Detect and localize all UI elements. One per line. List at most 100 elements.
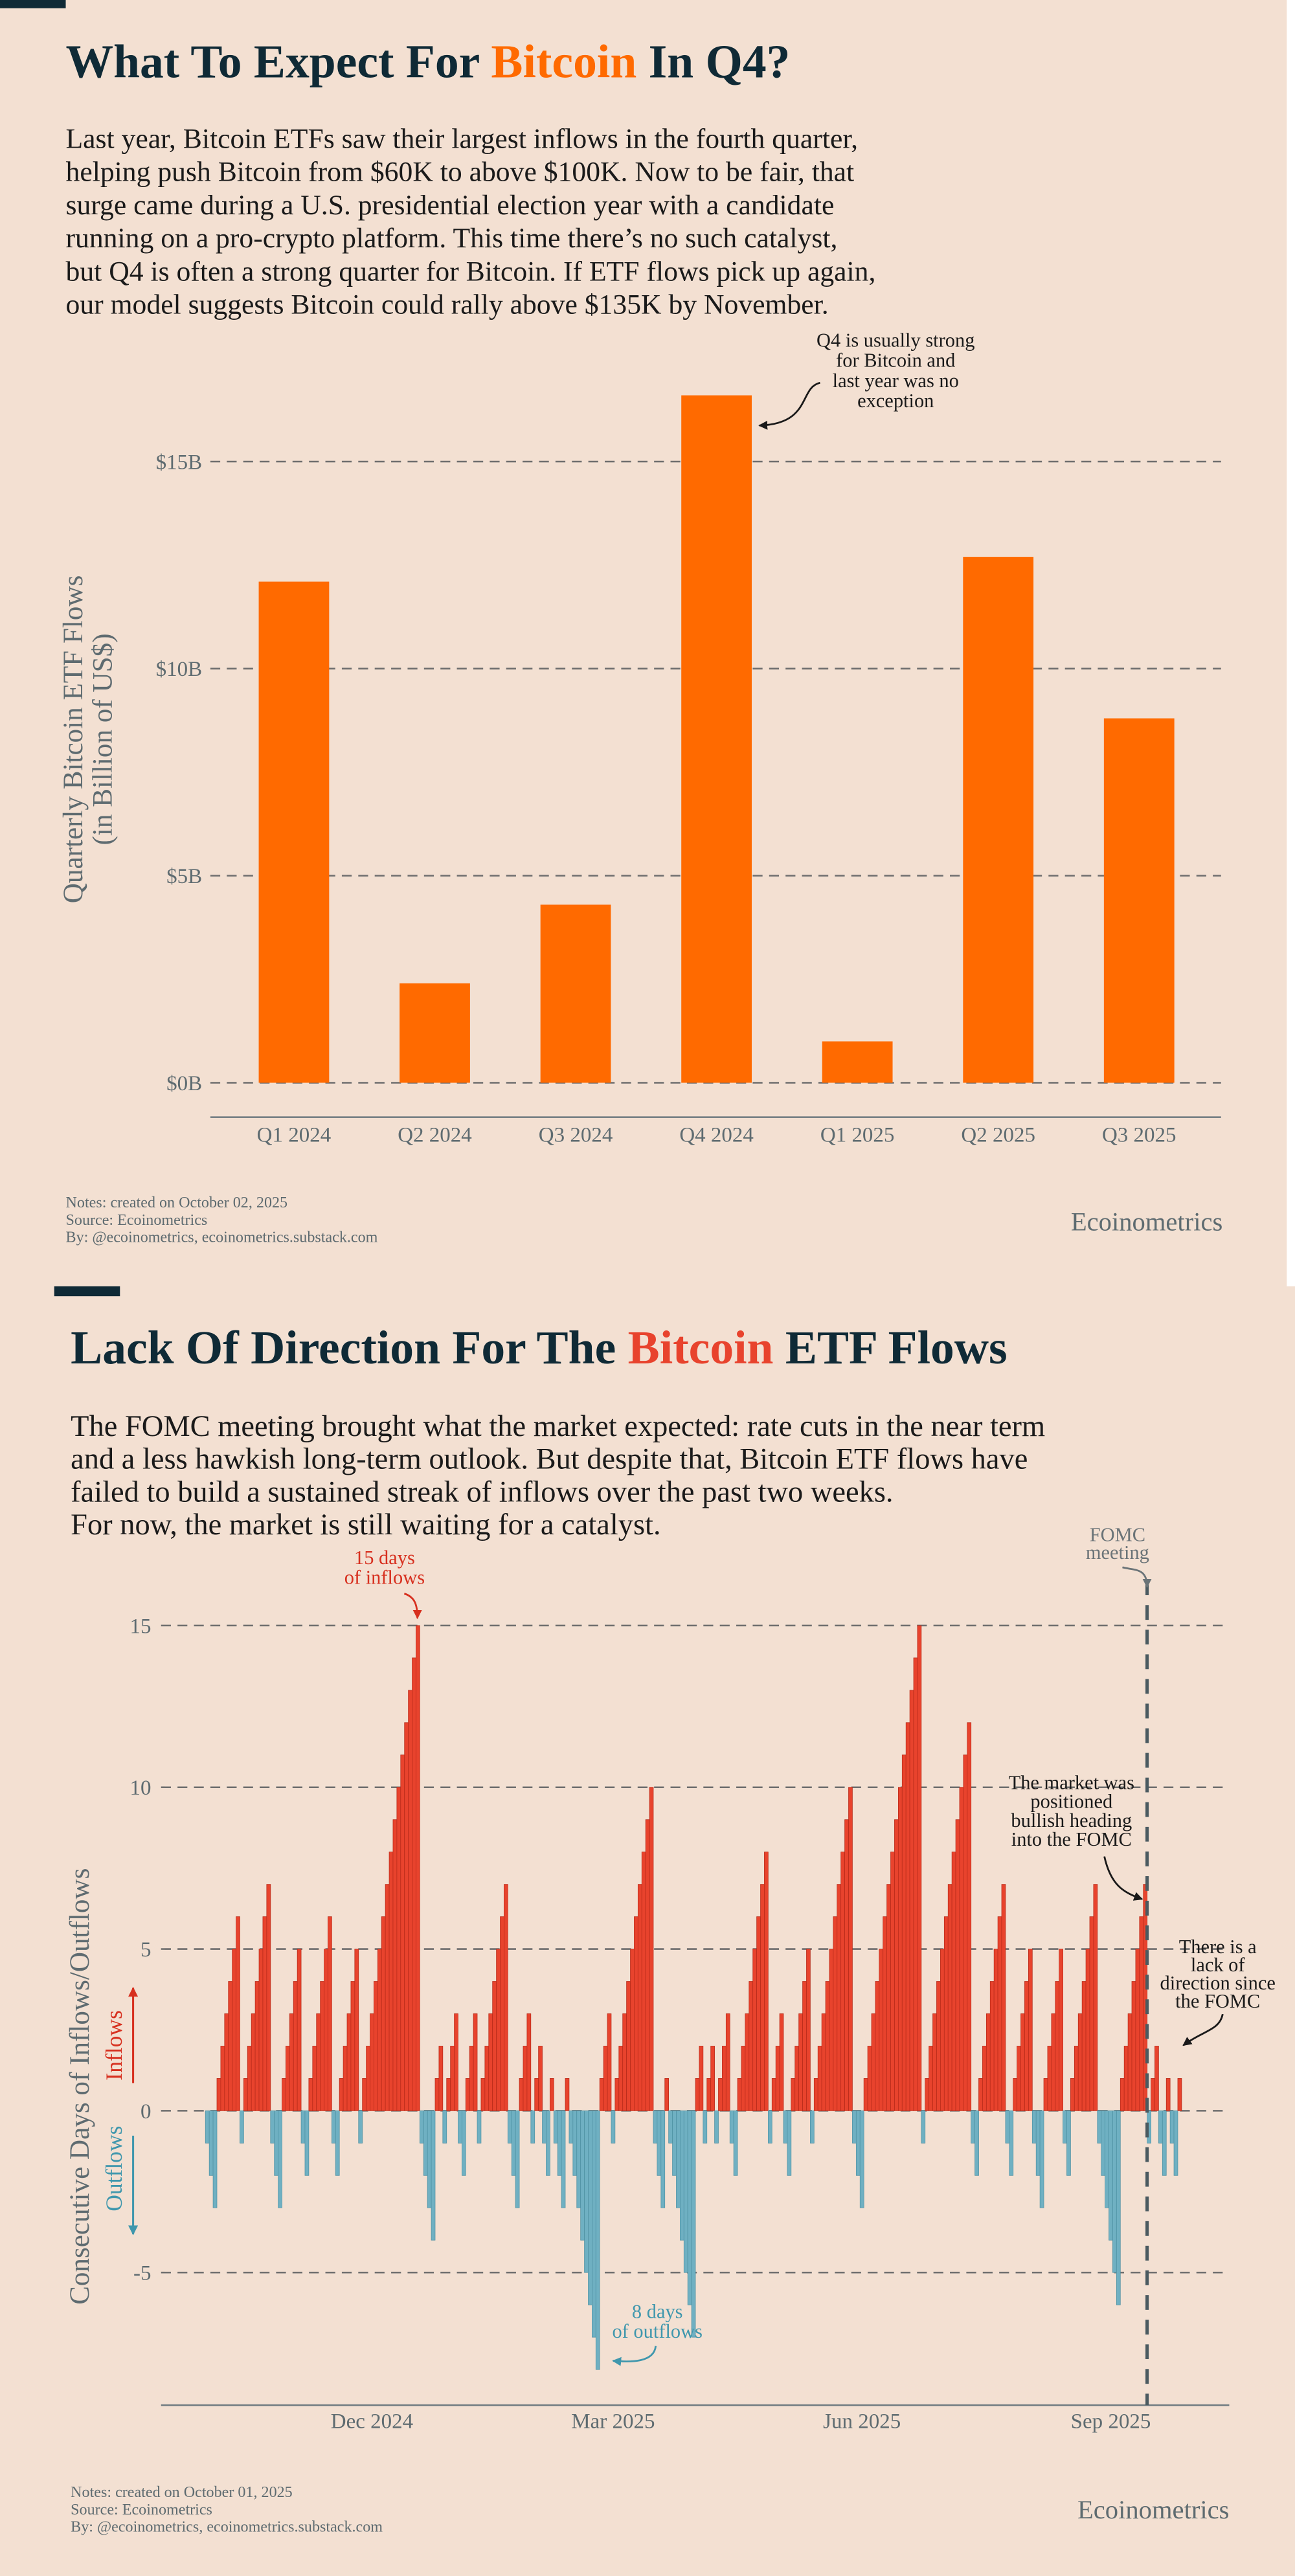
bar bbox=[304, 2111, 310, 2176]
bar bbox=[588, 2111, 592, 2305]
bar bbox=[718, 2078, 723, 2111]
bar bbox=[561, 2111, 566, 2208]
accent-bar bbox=[0, 0, 66, 8]
bar bbox=[400, 983, 470, 1083]
bar bbox=[328, 1916, 332, 2111]
bar bbox=[989, 1981, 995, 2111]
bar bbox=[683, 2111, 688, 2273]
bar bbox=[829, 1949, 834, 2111]
bar bbox=[695, 2078, 700, 2111]
bar bbox=[438, 2046, 444, 2111]
bar bbox=[488, 2013, 493, 2111]
bar bbox=[335, 2111, 340, 2176]
annotation-line: the FOMC bbox=[1175, 1990, 1260, 2012]
annotation-arrow bbox=[1122, 1566, 1152, 1588]
bar bbox=[1123, 2046, 1129, 2111]
bar bbox=[657, 2111, 662, 2176]
chart-title: Lack Of Direction For The Bitcoin ETF Fl… bbox=[71, 1321, 1008, 1374]
bar bbox=[1166, 2078, 1171, 2111]
bar bbox=[354, 1949, 359, 2111]
bar bbox=[228, 1981, 233, 2111]
bar bbox=[611, 2111, 616, 2144]
bar bbox=[565, 2078, 570, 2111]
bar bbox=[783, 2111, 788, 2144]
bar bbox=[1154, 2046, 1159, 2111]
bar bbox=[787, 2111, 792, 2176]
note-line: Source: Ecoinometrics bbox=[71, 2502, 212, 2518]
bar bbox=[331, 2111, 336, 2144]
panel-1-background bbox=[0, 0, 1287, 1286]
bar bbox=[929, 2046, 933, 2111]
bar bbox=[339, 2078, 344, 2111]
bar bbox=[1131, 1981, 1136, 2111]
x-tick-label: Q3 2025 bbox=[1102, 1124, 1177, 1147]
bar bbox=[507, 2111, 512, 2144]
bar bbox=[1151, 2078, 1155, 2111]
x-tick-label: Jun 2025 bbox=[823, 2410, 901, 2434]
bar bbox=[890, 1852, 895, 2111]
bar bbox=[974, 2111, 979, 2176]
bar bbox=[1063, 2111, 1067, 2144]
bar bbox=[538, 2046, 543, 2111]
bar bbox=[388, 1852, 394, 2111]
bar bbox=[450, 2046, 455, 2111]
bar bbox=[897, 1787, 903, 2111]
bar bbox=[706, 2078, 712, 2111]
bar bbox=[392, 1819, 398, 2111]
bar bbox=[859, 2111, 864, 2208]
bar bbox=[408, 1690, 412, 2111]
bar bbox=[576, 2111, 581, 2208]
bar bbox=[1081, 1981, 1087, 2111]
bar bbox=[1109, 2111, 1113, 2241]
bar bbox=[216, 2078, 221, 2111]
bar bbox=[1035, 2111, 1041, 2176]
chart-title: What To Expect For Bitcoin In Q4? bbox=[66, 34, 791, 87]
bar bbox=[863, 2078, 868, 2111]
note-line: Source: Ecoinometrics bbox=[66, 1212, 208, 1229]
bar bbox=[278, 2111, 282, 2208]
bar bbox=[473, 2013, 478, 2111]
accent-bar bbox=[54, 1286, 120, 1297]
annotation-arrow bbox=[1103, 1856, 1143, 1901]
inflows-label: Inflows bbox=[101, 2010, 127, 2081]
bar bbox=[385, 1884, 390, 2111]
bar bbox=[232, 1949, 236, 2111]
note-line: Notes: created on October 01, 2025 bbox=[71, 2484, 293, 2501]
bar bbox=[925, 2078, 930, 2111]
bar bbox=[913, 1657, 918, 2111]
bar bbox=[1143, 1884, 1148, 2111]
annotation-arrow bbox=[403, 1593, 422, 1619]
note-line: Notes: created on October 02, 2025 bbox=[66, 1194, 288, 1211]
bar bbox=[1120, 2078, 1125, 2111]
bar bbox=[511, 2111, 516, 2176]
bar bbox=[917, 1625, 922, 2111]
bar bbox=[825, 1981, 830, 2111]
bar bbox=[771, 2078, 776, 2111]
bar bbox=[254, 1981, 260, 2111]
annotation-arrow bbox=[612, 2346, 657, 2366]
bar bbox=[477, 2111, 482, 2144]
bar bbox=[557, 2111, 562, 2176]
y-axis-label: Consecutive Days of Inflows/Outflows bbox=[65, 1868, 95, 2305]
bar bbox=[963, 1754, 968, 2111]
bar bbox=[542, 2111, 546, 2144]
bar bbox=[580, 2111, 585, 2241]
x-tick-label: Dec 2024 bbox=[331, 2410, 413, 2434]
bar bbox=[362, 2078, 366, 2111]
description-line: but Q4 is often a strong quarter for Bit… bbox=[66, 256, 876, 287]
bar bbox=[901, 1754, 906, 2111]
bar bbox=[668, 2111, 673, 2144]
annotation-line: into the FOMC bbox=[1011, 1828, 1132, 1850]
bar bbox=[1051, 2013, 1056, 2111]
note-line: By: @ecoinometrics, ecoinometrics.substa… bbox=[71, 2518, 383, 2535]
bar bbox=[871, 2013, 876, 2111]
bar bbox=[1009, 2111, 1014, 2176]
bar bbox=[821, 2013, 826, 2111]
bar bbox=[515, 2111, 520, 2208]
bar bbox=[1055, 1981, 1060, 2111]
bar bbox=[645, 1819, 650, 2111]
bar bbox=[943, 1916, 949, 2111]
description-line: failed to build a sustained streak of in… bbox=[71, 1475, 893, 1508]
annotation-line: FOMC bbox=[1090, 1523, 1145, 1545]
bar bbox=[572, 2111, 578, 2176]
